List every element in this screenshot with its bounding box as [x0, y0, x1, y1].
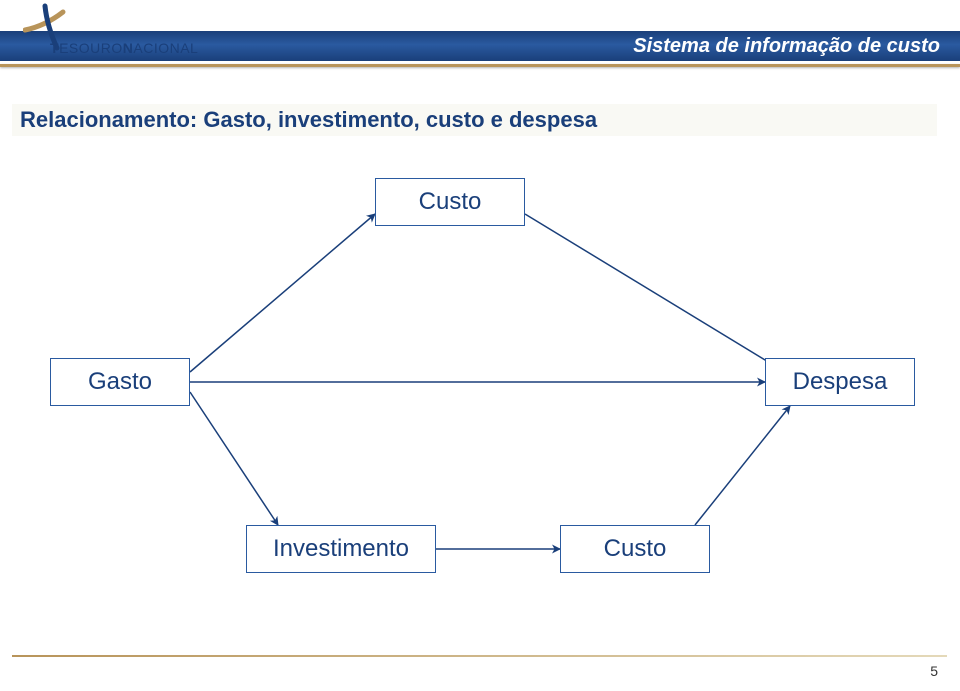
section-title: Relacionamento: Gasto, investimento, cus… [20, 107, 597, 133]
edge-custo_bot-to-despesa [695, 406, 790, 525]
logo-text-n: N [123, 40, 134, 56]
edge-gasto-to-custo_top [190, 214, 375, 372]
node-despesa: Despesa [765, 358, 915, 406]
edge-gasto-to-investimento [190, 392, 278, 525]
edge-custo_top-to-despesa [525, 214, 775, 366]
logo-text-esouro: ESOURO [59, 40, 123, 56]
logo-text: TESOURONACIONAL [50, 40, 198, 56]
node-gasto: Gasto [50, 358, 190, 406]
node-custo_top: Custo [375, 178, 525, 226]
node-investimento: Investimento [246, 525, 436, 573]
section-title-wrap: Relacionamento: Gasto, investimento, cus… [12, 104, 937, 136]
node-custo_bot: Custo [560, 525, 710, 573]
header-system-title: Sistema de informação de custo [633, 35, 940, 58]
logo: TESOURONACIONAL [8, 2, 228, 72]
footer-line [12, 655, 947, 657]
page-number: 5 [930, 663, 938, 679]
logo-text-t: T [50, 40, 59, 56]
logo-text-acional: ACIONAL [133, 40, 198, 56]
